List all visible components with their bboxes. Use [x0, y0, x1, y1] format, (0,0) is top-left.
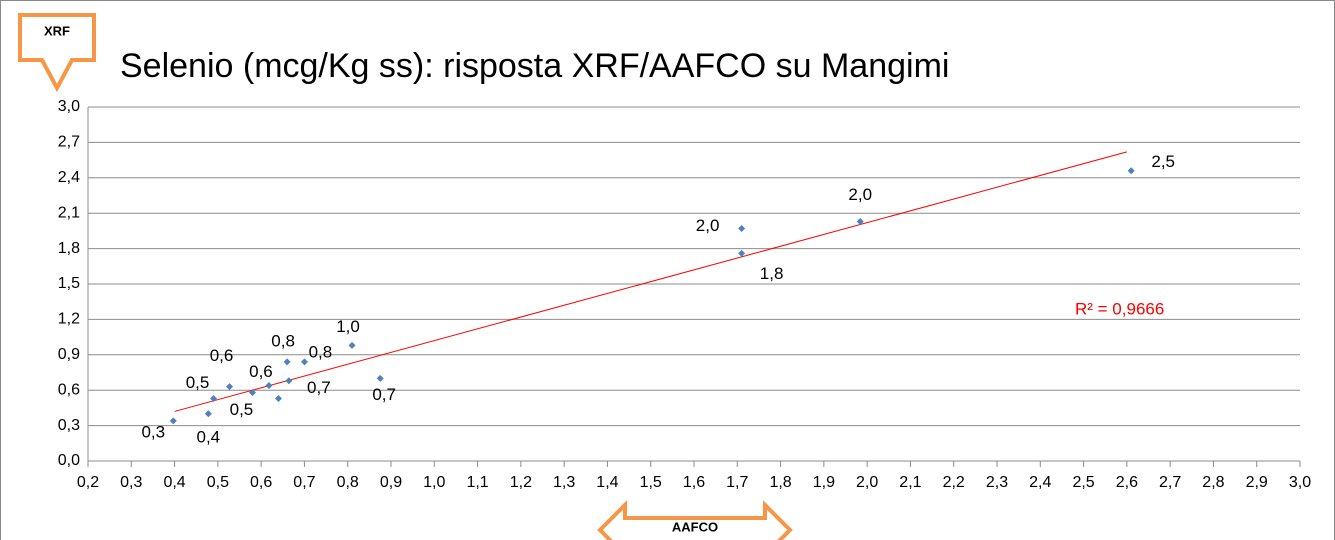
data-label: 0,3 — [141, 422, 165, 441]
x-tick-label: 0,9 — [380, 474, 402, 491]
x-tick-label: 2,8 — [1202, 474, 1224, 491]
point — [738, 249, 746, 257]
y-tick-label: 0,3 — [58, 417, 80, 434]
trendline-label: R² = 0,9666 — [1075, 299, 1164, 318]
x-tick-label: 1,5 — [640, 474, 662, 491]
data-label: 0,6 — [210, 346, 234, 365]
point — [210, 394, 218, 402]
point — [738, 225, 746, 233]
data-label: 1,8 — [760, 264, 784, 283]
y-tick-label: 0,0 — [58, 452, 80, 469]
data-label: 0,5 — [186, 373, 210, 392]
y-tick-label: 1,8 — [58, 240, 80, 257]
y-tick-label: 1,5 — [58, 275, 80, 292]
x-tick-label: 0,2 — [77, 474, 99, 491]
y-tick-label: 2,7 — [58, 134, 80, 151]
x-tick-label: 2,7 — [1159, 474, 1181, 491]
point — [283, 358, 291, 366]
x-tick-label: 2,1 — [899, 474, 921, 491]
y-tick-label: 0,6 — [58, 381, 80, 398]
y-axis-label: XRF — [44, 23, 70, 38]
x-tick-label: 1,6 — [683, 474, 705, 491]
trendline — [174, 151, 1127, 412]
data-label: 0,7 — [307, 378, 331, 397]
x-axis-label: AAFCO — [672, 519, 718, 534]
point — [285, 377, 293, 385]
x-tick-label: 0,5 — [207, 474, 229, 491]
data-label: 0,8 — [271, 331, 295, 350]
point — [226, 383, 234, 391]
x-tick-label: 2,5 — [1072, 474, 1094, 491]
x-tick-label: 0,3 — [120, 474, 142, 491]
x-tick-label: 0,7 — [293, 474, 315, 491]
x-tick-label: 1,9 — [813, 474, 835, 491]
x-tick-label: 1,3 — [553, 474, 575, 491]
x-tick-label: 2,9 — [1246, 474, 1268, 491]
x-callout — [597, 500, 793, 540]
data-label: 2,0 — [696, 216, 720, 235]
y-callout — [18, 13, 96, 93]
x-tick-label: 2,4 — [1029, 474, 1051, 491]
y-tick-label: 0,9 — [58, 346, 80, 363]
y-tick-label: 3,0 — [58, 98, 80, 115]
point — [856, 217, 864, 225]
data-label: 2,0 — [848, 185, 872, 204]
data-label: 0,7 — [372, 385, 396, 404]
data-label: 0,4 — [197, 427, 221, 446]
data-label: 1,0 — [336, 317, 360, 336]
y-tick-label: 1,2 — [58, 311, 80, 328]
x-tick-label: 0,4 — [163, 474, 185, 491]
y-tick-label: 2,1 — [58, 204, 80, 221]
chart-title: Selenio (mcg/Kg ss): risposta XRF/AAFCO … — [120, 47, 949, 85]
x-tick-label: 1,8 — [769, 474, 791, 491]
x-tick-label: 1,1 — [466, 474, 488, 491]
x-tick-label: 1,7 — [726, 474, 748, 491]
point — [348, 341, 356, 349]
x-tick-label: 2,0 — [856, 474, 878, 491]
x-tick-label: 0,6 — [250, 474, 272, 491]
x-tick-label: 2,2 — [943, 474, 965, 491]
point — [1127, 167, 1135, 175]
y-tick-label: 2,4 — [58, 169, 80, 186]
x-tick-label: 1,4 — [596, 474, 618, 491]
x-tick-label: 2,3 — [986, 474, 1008, 491]
x-tick-label: 1,0 — [423, 474, 445, 491]
data-label: 0,5 — [230, 400, 254, 419]
point — [300, 358, 308, 366]
x-tick-label: 3,0 — [1289, 474, 1311, 491]
x-tick-label: 2,6 — [1116, 474, 1138, 491]
point — [204, 410, 212, 418]
point — [265, 381, 273, 389]
data-label: 0,6 — [249, 362, 273, 381]
point — [376, 374, 384, 382]
x-tick-label: 1,2 — [510, 474, 532, 491]
point — [274, 394, 282, 402]
point — [169, 417, 177, 425]
point — [248, 389, 256, 397]
x-tick-label: 0,8 — [337, 474, 359, 491]
data-label: 2,5 — [1151, 152, 1175, 171]
data-label: 0,8 — [309, 342, 333, 361]
